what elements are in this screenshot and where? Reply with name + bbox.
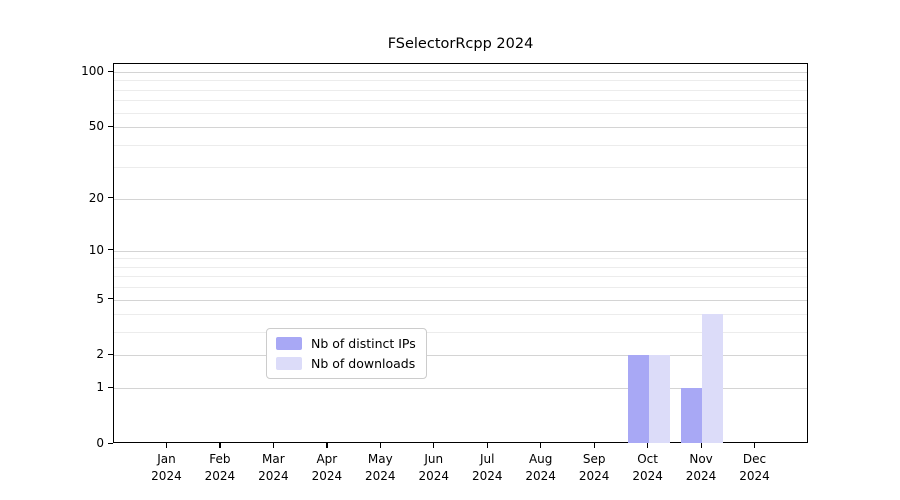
legend: Nb of distinct IPs Nb of downloads — [266, 328, 427, 379]
gridline-minor-8 — [114, 266, 807, 268]
gridline-minor-80 — [114, 89, 807, 91]
x-tick-label-jul: Jul 2024 — [471, 452, 503, 484]
y-tick-label-1: 1 — [96, 380, 104, 395]
y-tick-mark-2 — [108, 353, 113, 356]
y-tick-label-100: 100 — [81, 64, 104, 78]
bar-oct-downloads — [648, 355, 670, 443]
gridline-minor-60 — [114, 112, 807, 114]
x-tick-mark-aug — [540, 443, 542, 448]
x-tick-label-apr: Apr 2024 — [311, 452, 343, 484]
x-tick-label-sep: Sep 2024 — [578, 452, 610, 484]
y-tick-mark-0 — [108, 442, 113, 444]
y-tick-mark-100 — [108, 70, 113, 72]
y-tick-label-50: 50 — [88, 119, 104, 134]
y-tick-mark-1 — [108, 386, 113, 388]
y-tick-label-20: 20 — [88, 190, 104, 205]
x-tick-label-oct: Oct 2024 — [632, 452, 663, 484]
x-tick-label-nov: Nov 2024 — [685, 452, 717, 484]
gridline-major-1 — [114, 388, 807, 390]
y-tick-label-5: 5 — [96, 291, 104, 306]
y-tick-label-0: 0 — [96, 436, 104, 450]
legend-swatch-distinct-ips — [276, 337, 302, 350]
gridline-major-2 — [114, 355, 807, 357]
x-tick-mark-may — [379, 443, 381, 448]
x-tick-mark-oct — [647, 443, 649, 448]
gridline-major-100 — [114, 72, 807, 73]
y-tick-label-2: 2 — [96, 347, 104, 362]
legend-item-downloads: Nb of downloads — [276, 356, 416, 371]
legend-label-downloads: Nb of downloads — [311, 356, 416, 371]
x-tick-label-aug: Aug 2024 — [525, 452, 556, 484]
plot-area — [113, 63, 808, 443]
x-tick-mark-dec — [754, 443, 756, 448]
legend-label-distinct-ips: Nb of distinct IPs — [311, 336, 416, 351]
gridline-minor-7 — [114, 276, 807, 278]
y-tick-mark-20 — [108, 197, 113, 199]
x-tick-mark-nov — [700, 443, 702, 448]
gridline-major-50 — [114, 127, 807, 129]
gridline-minor-3 — [114, 332, 807, 334]
x-tick-label-feb: Feb 2024 — [204, 452, 236, 484]
x-tick-label-jun: Jun 2024 — [418, 452, 450, 484]
gridline-minor-70 — [114, 100, 807, 102]
x-tick-mark-jun — [433, 443, 435, 448]
gridline-major-5 — [114, 299, 807, 301]
x-tick-mark-mar — [272, 443, 275, 448]
x-tick-label-mar: Mar 2024 — [258, 452, 289, 484]
chart-title: FSelectorRcpp 2024 — [387, 36, 534, 52]
y-tick-label-10: 10 — [88, 242, 104, 257]
y-tick-mark-10 — [108, 249, 113, 251]
gridline-minor-4 — [114, 314, 807, 316]
x-tick-mark-apr — [326, 443, 328, 448]
gridline-minor-6 — [114, 287, 807, 289]
x-tick-mark-jul — [486, 443, 488, 448]
x-tick-mark-sep — [593, 443, 595, 448]
gridline-minor-40 — [114, 144, 807, 146]
x-tick-mark-jan — [165, 443, 168, 448]
legend-swatch-downloads — [276, 357, 302, 370]
x-tick-label-dec: Dec 2024 — [739, 452, 770, 484]
x-tick-label-may: May 2024 — [365, 452, 396, 484]
legend-item-distinct-ips: Nb of distinct IPs — [276, 336, 416, 351]
x-tick-label-jan: Jan 2024 — [151, 452, 182, 484]
gridline-major-20 — [114, 198, 807, 200]
gridline-minor-9 — [114, 258, 807, 260]
bar-nov-downloads — [702, 314, 724, 443]
bar-oct-distinct-ips — [627, 355, 649, 443]
y-tick-mark-50 — [108, 125, 113, 127]
y-tick-mark-5 — [108, 298, 113, 300]
bar-nov-distinct-ips — [681, 388, 703, 443]
gridline-minor-90 — [114, 80, 807, 82]
x-tick-mark-feb — [219, 443, 221, 448]
gridline-major-10 — [114, 250, 807, 252]
gridline-minor-30 — [114, 167, 807, 169]
